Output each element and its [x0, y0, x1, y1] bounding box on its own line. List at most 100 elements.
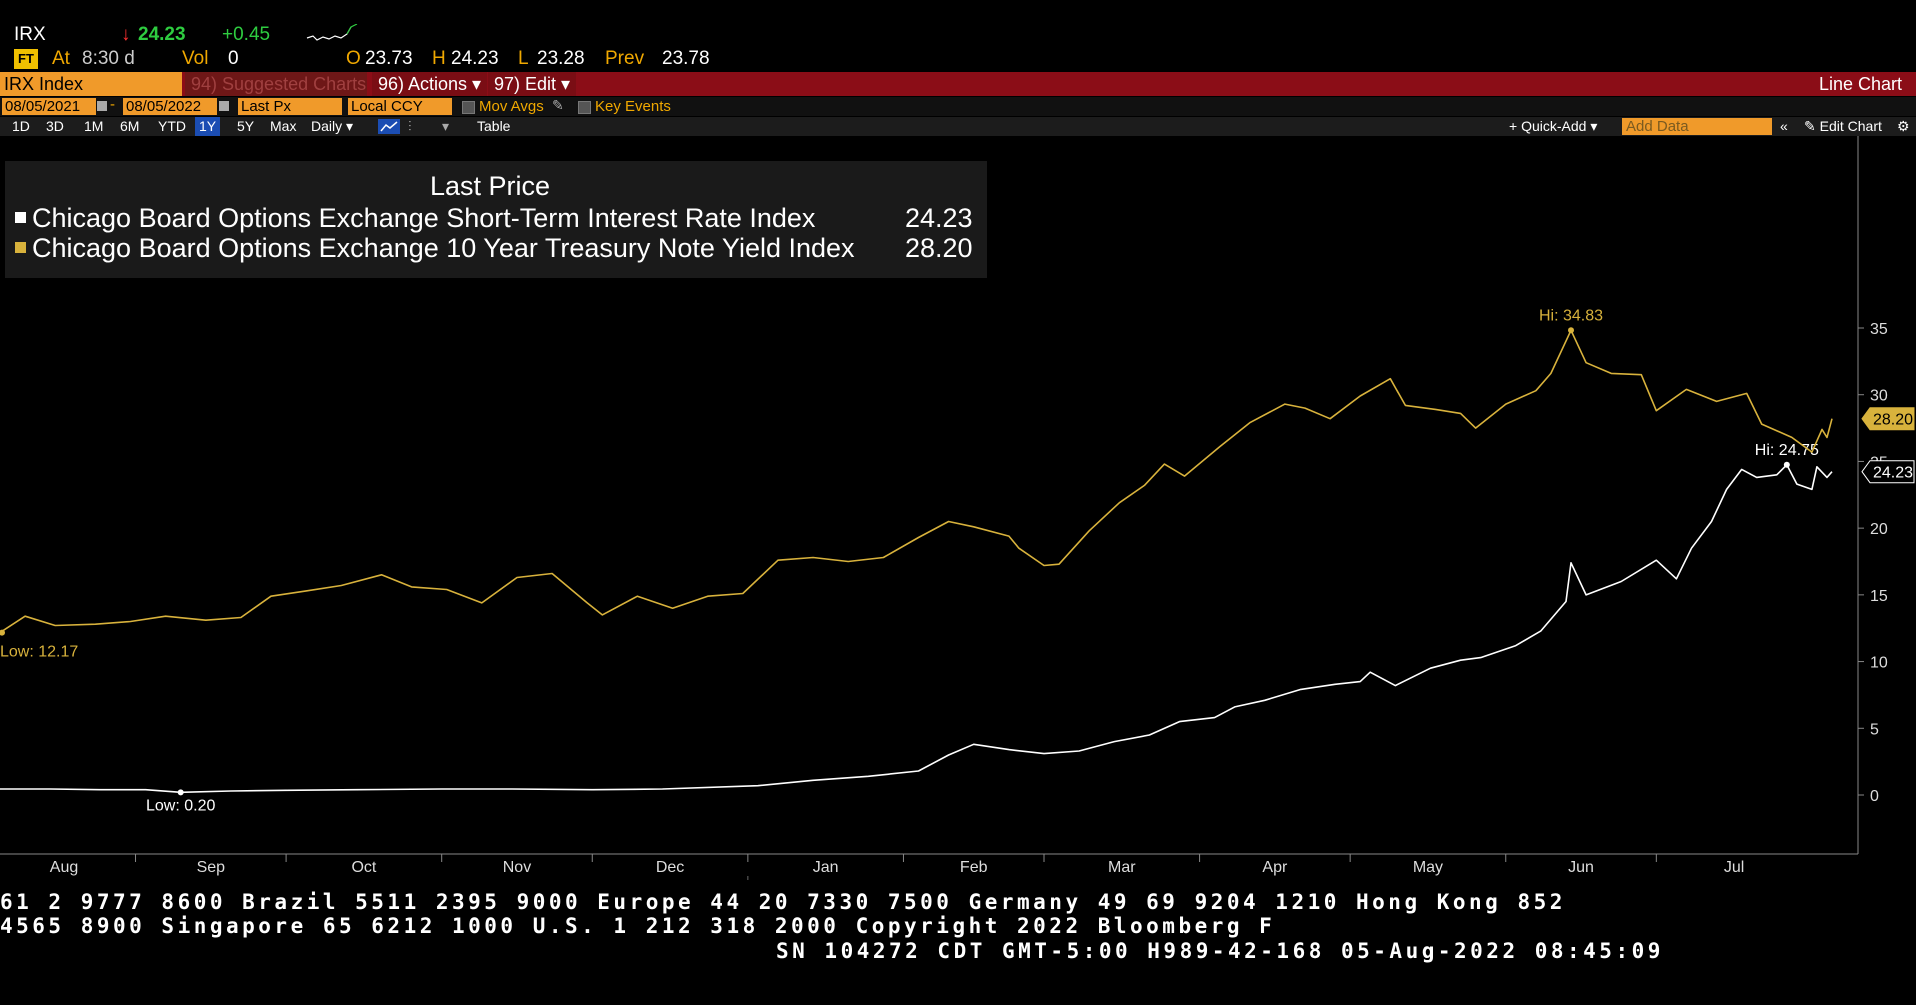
volume-value: 0 [228, 48, 239, 69]
quote-time: 8:30 d [82, 48, 135, 69]
down-arrow-icon: ↓ [121, 24, 131, 45]
vol-label: Vol [182, 48, 209, 69]
legend-series-name: Chicago Board Options Exchange Short-Ter… [32, 203, 816, 233]
series-line-irx [0, 463, 1833, 794]
ticker-line: 61 2 9777 8600 Brazil 5511 2395 9000 Eur… [0, 890, 1566, 914]
ticker-line: 4565 8900 Singapore 65 6212 1000 U.S. 1 … [0, 914, 1276, 938]
currency-selector[interactable]: Local CCY [348, 98, 452, 115]
y-tick-label: 0 [1870, 788, 1879, 805]
hi-marker [1783, 461, 1790, 468]
key-events-checkbox[interactable] [578, 101, 591, 114]
y-tick-label: 5 [1870, 721, 1879, 738]
prev-label: Prev [605, 48, 645, 69]
period-5y-button[interactable]: 5Y [237, 118, 255, 134]
x-tick-label: Jun [1568, 859, 1594, 876]
last-price: 24.23 [138, 24, 186, 45]
y-tick-label: 20 [1870, 521, 1888, 538]
x-tick-label: Jan [813, 859, 839, 876]
low-label: Low: 12.17 [0, 644, 78, 661]
hi-label: Hi: 34.83 [1539, 307, 1603, 324]
at-label: At [52, 48, 70, 69]
key-events-label: Key Events [595, 98, 671, 115]
field-selector[interactable]: Last Px [238, 98, 342, 115]
suggested-charts-button[interactable]: 94) Suggested Charts [185, 72, 367, 96]
add-data-input[interactable]: Add Data [1622, 118, 1772, 135]
x-tick-label: Aug [50, 859, 78, 876]
period-bar [0, 117, 1916, 136]
mov-avgs-checkbox[interactable] [462, 101, 475, 114]
period-max-button[interactable]: Max [270, 118, 297, 134]
calendar-icon[interactable] [219, 101, 229, 111]
x-tick-label: Dec [656, 859, 684, 876]
bar-chart-icon[interactable]: ⫶ [408, 118, 412, 134]
period-ytd-button[interactable]: YTD [158, 118, 186, 134]
legend-title: Last Price [430, 171, 551, 201]
end-date-field[interactable]: 08/05/2022 [123, 98, 217, 115]
low-label: L [518, 48, 529, 69]
ticker-line: SN 104272 CDT GMT-5:00 H989-42-168 05-Au… [776, 939, 1664, 963]
security-field[interactable]: IRX Index [0, 72, 182, 96]
price-change: +0.45 [222, 24, 271, 45]
year-label: 2022 [1290, 878, 1326, 880]
date-controls-bar [0, 97, 1916, 116]
legend-swatch [15, 242, 26, 253]
actions-menu[interactable]: 96) Actions ▾ [372, 72, 488, 96]
quick-add-button[interactable]: + Quick-Add ▾ [1509, 118, 1598, 134]
legend-swatch [15, 212, 26, 223]
line-chart: 05101520253035AugSepOctNovDecJanFebMarAp… [0, 136, 1915, 880]
start-date-field[interactable]: 08/05/2021 [2, 98, 96, 115]
date-dash: - [110, 96, 115, 113]
x-tick-label: Jul [1724, 859, 1744, 876]
chevron-down-icon[interactable]: ▾ [442, 118, 450, 134]
legend-item-irx: Chicago Board Options Exchange Short-Ter… [15, 203, 815, 234]
year-label: 2021 [358, 878, 394, 880]
high-value: 24.23 [451, 48, 499, 69]
y-tick-label: 15 [1870, 588, 1888, 605]
sparkline-icon [306, 24, 358, 41]
x-tick-label: Sep [197, 859, 226, 876]
x-tick-label: Nov [503, 859, 531, 876]
x-tick-label: Mar [1108, 859, 1136, 876]
period-1m-button[interactable]: 1M [84, 118, 104, 134]
y-tick-label: 30 [1870, 388, 1888, 405]
legend-series-name: Chicago Board Options Exchange 10 Year T… [32, 233, 855, 263]
high-label: H [432, 48, 446, 69]
period-1d-button[interactable]: 1D [12, 118, 30, 134]
period-1y-button[interactable]: 1Y [195, 117, 221, 136]
open-label: O [346, 48, 361, 69]
frequency-selector[interactable]: Daily ▾ [311, 118, 354, 134]
legend-item-tnx: Chicago Board Options Exchange 10 Year T… [15, 233, 855, 264]
collapse-icon[interactable]: « [1780, 118, 1788, 134]
low-marker [177, 789, 184, 796]
last-value-flag [1861, 407, 1915, 431]
edit-chart-button[interactable]: ✎ Edit Chart [1804, 118, 1882, 134]
ticker-symbol: IRX [14, 24, 46, 45]
x-tick-label: Feb [960, 859, 988, 876]
period-6m-button[interactable]: 6M [120, 118, 140, 134]
table-button[interactable]: Table [477, 118, 511, 134]
low-value: 23.28 [537, 48, 585, 69]
y-tick-label: 10 [1870, 655, 1888, 672]
prev-value: 23.78 [662, 48, 710, 69]
pencil-icon[interactable]: ✎ [552, 97, 564, 113]
open-value: 23.73 [365, 48, 413, 69]
chart-type-label: Line Chart [1818, 74, 1902, 94]
low-label: Low: 0.20 [146, 797, 215, 814]
y-tick-label: 35 [1870, 321, 1888, 338]
last-value-flag [1861, 460, 1915, 484]
calendar-icon[interactable] [97, 101, 107, 111]
x-tick-label: Apr [1262, 859, 1288, 876]
gear-icon[interactable]: ⚙ [1897, 118, 1910, 134]
last-value-label: 24.23 [1873, 465, 1913, 482]
legend-value: 24.23 [905, 203, 973, 233]
low-marker [0, 629, 5, 636]
x-tick-label: Oct [351, 859, 376, 876]
hi-marker [1568, 327, 1575, 334]
period-3d-button[interactable]: 3D [46, 118, 64, 134]
edit-menu[interactable]: 97) Edit ▾ [488, 72, 577, 96]
legend: Last Price Chicago Board Options Exchang… [5, 161, 987, 278]
feed-badge: FT [14, 49, 38, 69]
series-line-tnx [0, 329, 1833, 634]
x-tick-label: May [1413, 859, 1443, 876]
line-chart-icon[interactable] [378, 119, 400, 134]
